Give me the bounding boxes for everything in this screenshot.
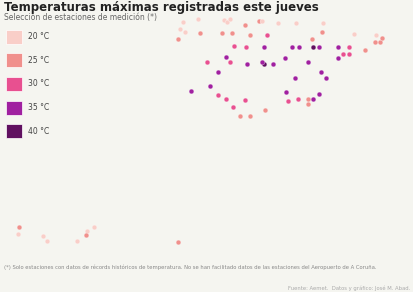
Text: 30 °C: 30 °C xyxy=(28,79,49,88)
FancyBboxPatch shape xyxy=(6,124,22,138)
Text: Temperaturas máximas registradas este jueves: Temperaturas máximas registradas este ju… xyxy=(4,1,318,15)
Text: Selección de estaciones de medición (*): Selección de estaciones de medición (*) xyxy=(4,13,157,22)
Text: (*) Solo estaciones con datos de récords históricos de temperatura. No se han fa: (*) Solo estaciones con datos de récords… xyxy=(4,264,376,270)
Text: Fuente: Aemet.  Datos y gráfico: José M. Abad.: Fuente: Aemet. Datos y gráfico: José M. … xyxy=(287,285,409,291)
FancyBboxPatch shape xyxy=(6,77,22,91)
Text: 20 °C: 20 °C xyxy=(28,32,49,41)
FancyBboxPatch shape xyxy=(6,53,22,67)
Text: 35 °C: 35 °C xyxy=(28,103,49,112)
FancyBboxPatch shape xyxy=(6,100,22,115)
FancyBboxPatch shape xyxy=(6,29,22,44)
Text: 25 °C: 25 °C xyxy=(28,56,49,65)
Text: 40 °C: 40 °C xyxy=(28,127,49,136)
